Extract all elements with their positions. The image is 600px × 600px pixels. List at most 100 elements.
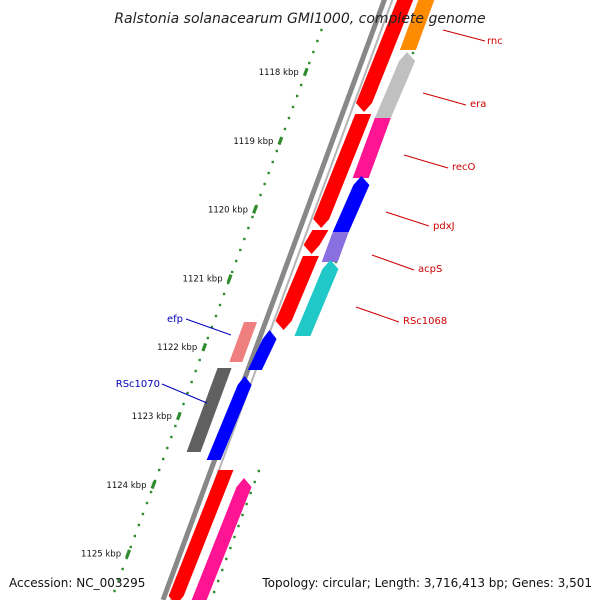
ruler-dot xyxy=(125,556,128,560)
tick-label: 1123 kbp xyxy=(132,412,172,422)
inner-ruler-dot xyxy=(241,513,244,517)
ruler-dot xyxy=(186,391,189,395)
gene-label-acps[interactable]: acpS xyxy=(418,264,442,275)
feature-layer xyxy=(160,0,438,600)
tick-label: 1121 kbp xyxy=(183,274,223,284)
tick-mark xyxy=(302,67,309,77)
RSc1070-feature-gray[interactable] xyxy=(186,368,232,452)
inner-ruler-dot xyxy=(225,557,228,561)
red-gene-feature[interactable] xyxy=(356,0,415,112)
acpS-gene[interactable] xyxy=(321,232,349,262)
gene-label-leader xyxy=(385,211,430,227)
ruler-dot xyxy=(291,105,295,109)
ruler-dot xyxy=(153,479,157,483)
ruler-dot xyxy=(275,149,279,153)
ruler-dot xyxy=(312,50,315,54)
genome-backbone xyxy=(160,0,387,600)
ruler-dot xyxy=(251,215,254,219)
ruler-dot xyxy=(170,435,173,439)
inner-ruler-dot xyxy=(217,579,220,583)
RSc1070-gene[interactable] xyxy=(206,376,252,460)
tick-layer: 1118 kbp 1119 kbp 1120 kbp 1121 kbp 1122 kbp… xyxy=(81,18,427,594)
ruler-dot xyxy=(222,292,226,296)
ruler-dot xyxy=(149,490,153,494)
red-gene-feature[interactable] xyxy=(275,256,319,330)
magenta-gene-feature[interactable] xyxy=(190,478,252,600)
ruler-dot xyxy=(243,237,246,241)
ruler-dot xyxy=(117,578,120,582)
inner-ruler-dot xyxy=(257,469,260,473)
recO-gene[interactable] xyxy=(352,118,391,178)
ruler-dot xyxy=(226,281,230,285)
gene-label-leader xyxy=(422,92,467,106)
accession-text: Accession: NC_003295 xyxy=(9,576,145,590)
gene-label-leader xyxy=(442,29,486,42)
ruler-dot xyxy=(316,39,319,43)
RSc1068-gene[interactable] xyxy=(294,260,339,336)
ruler-dot xyxy=(162,457,165,461)
ruler-dot xyxy=(247,226,250,230)
ruler-dot xyxy=(206,336,210,340)
tick-mark xyxy=(252,205,258,214)
tick-label: 1125 kbp xyxy=(81,550,121,560)
gene-label-leader xyxy=(403,154,449,169)
inner-ruler-dot xyxy=(237,524,240,528)
red-gene-feature[interactable] xyxy=(303,230,329,254)
tick-mark xyxy=(125,549,131,558)
tick-label: 1124 kbp xyxy=(106,481,146,491)
ruler-dot xyxy=(259,193,262,197)
ruler-dot xyxy=(194,369,197,373)
gene-label-efp[interactable]: efp xyxy=(167,314,183,325)
ruler-dot xyxy=(190,380,193,384)
ruler-dot xyxy=(230,270,234,274)
ruler-dot xyxy=(239,248,242,252)
ruler-dot xyxy=(137,523,141,527)
gene-label-rsc1070[interactable]: RSc1070 xyxy=(116,379,160,390)
ruler-dot xyxy=(267,171,270,175)
ruler-dot xyxy=(157,468,161,472)
ruler-dot xyxy=(182,402,185,406)
ruler-dot xyxy=(113,589,116,593)
inner-ruler-dot xyxy=(229,546,232,550)
map-title: Ralstonia solanacearum GMI1000, complete… xyxy=(114,11,485,27)
ruler-dot xyxy=(145,501,149,505)
tick-label: 1118 kbp xyxy=(259,68,299,78)
gene-label-leader xyxy=(185,318,232,336)
ruler-dot xyxy=(287,116,291,120)
tick-mark xyxy=(150,480,157,490)
gene-label-leader xyxy=(371,254,415,271)
rnc-gene[interactable] xyxy=(399,0,438,50)
tick-mark xyxy=(201,342,208,352)
gene-label-leader xyxy=(161,383,208,404)
tick-label: 1119 kbp xyxy=(233,137,273,147)
inner-ruler-dot xyxy=(411,51,415,55)
efp-feature-pink[interactable] xyxy=(229,322,258,362)
gene-label-leader xyxy=(355,306,400,323)
ruler-dot xyxy=(214,314,218,318)
inner-ruler-dot xyxy=(249,491,252,495)
red-gene-feature[interactable] xyxy=(168,470,234,600)
tick-mark xyxy=(277,136,284,146)
pdxJ-gene[interactable] xyxy=(332,176,370,232)
ruler-dot xyxy=(295,94,299,98)
gene-label-era[interactable]: era xyxy=(470,99,486,110)
gene-label-reco[interactable]: recO xyxy=(452,162,476,173)
ruler-dot xyxy=(299,83,303,87)
inner-ruler-dot xyxy=(212,590,216,594)
tick-mark xyxy=(175,411,182,421)
inner-ruler-dot xyxy=(221,568,224,572)
inner-ruler-dot xyxy=(245,502,248,506)
ruler-dot xyxy=(283,127,287,131)
gene-label-rnc[interactable]: rnc xyxy=(487,36,503,47)
ruler-dot xyxy=(129,545,132,549)
red-gene-feature[interactable] xyxy=(313,114,372,228)
ruler-dot xyxy=(218,303,222,307)
efp-gene[interactable] xyxy=(247,330,277,370)
gene-label-pdxj[interactable]: pdxJ xyxy=(433,221,455,232)
era-gene[interactable] xyxy=(374,52,416,118)
gene-label-rsc1068[interactable]: RSc1068 xyxy=(403,316,447,327)
ruler-dot xyxy=(174,424,177,428)
gene-label-layer: rnc era recO pdxJ acpS RSc1068 efp RSc1070 xyxy=(116,29,503,404)
